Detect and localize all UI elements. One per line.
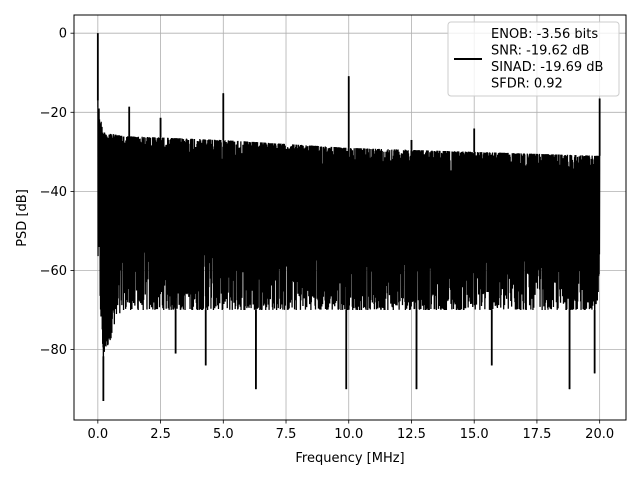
x-tick-label: 2.5 xyxy=(150,427,171,442)
axis-ticks: 0.0 2.5 5.0 7.5 10.0 12.5 15.0 17.5 20.0 0 −20 −40 −… xyxy=(40,27,615,442)
x-axis-label: Frequency [MHz] xyxy=(295,451,404,466)
legend-sinad: SINAD: -19.69 dB xyxy=(491,60,603,75)
y-tick-label: −80 xyxy=(40,343,67,358)
x-tick-label: 15.0 xyxy=(460,427,489,442)
x-tick-label: 0.0 xyxy=(87,427,108,442)
x-tick-label: 10.0 xyxy=(334,427,363,442)
psd-series-line xyxy=(97,33,601,402)
x-tick-label: 12.5 xyxy=(397,427,426,442)
legend-snr: SNR: -19.62 dB xyxy=(491,44,589,59)
y-tick-label: 0 xyxy=(59,27,67,42)
legend: ENOB: -3.56 bits SNR: -19.62 dB SINAD: -… xyxy=(447,21,620,97)
legend-enob: ENOB: -3.56 bits xyxy=(491,27,598,42)
x-tick-label: 7.5 xyxy=(276,427,297,442)
y-tick-label: −40 xyxy=(40,185,67,200)
legend-box xyxy=(447,21,620,97)
x-tick-label: 5.0 xyxy=(213,427,234,442)
x-tick-label: 20.0 xyxy=(585,427,614,442)
y-tick-label: −20 xyxy=(40,106,67,121)
legend-sfdr: SFDR: 0.92 xyxy=(491,77,563,92)
y-axis-label: PSD [dB] xyxy=(15,189,30,247)
axes-frame xyxy=(73,14,627,421)
y-tick-label: −60 xyxy=(40,264,67,279)
plot-area xyxy=(96,33,601,402)
x-tick-label: 17.5 xyxy=(522,427,551,442)
